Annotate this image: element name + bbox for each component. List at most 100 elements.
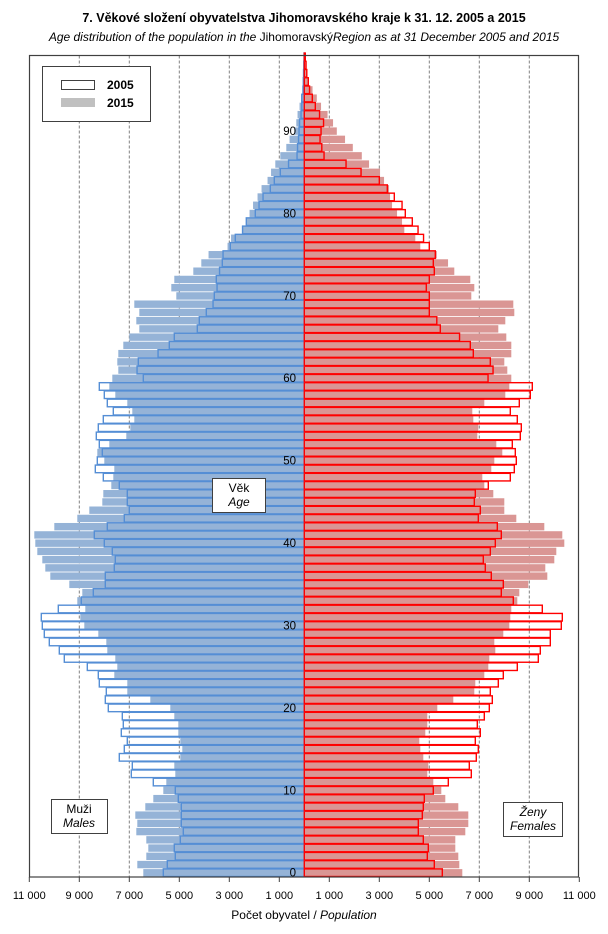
bar-female-2015 (304, 679, 476, 687)
bar-male-2015 (136, 827, 305, 836)
age-tick-label: 90 (283, 126, 296, 138)
bar-female-2015 (304, 621, 510, 630)
females-box (503, 802, 563, 837)
bar-female-2015 (304, 185, 390, 193)
bar-male-2015 (102, 498, 305, 506)
bar-male-2015 (271, 168, 305, 177)
bar-male-2015 (97, 448, 305, 457)
bar-male-2015 (146, 836, 305, 844)
males-label-cz: Muži (66, 802, 91, 816)
bar-female-2015 (304, 761, 429, 770)
bar-female-2015 (304, 391, 506, 399)
age-tick-label: 80 (283, 208, 296, 220)
bar-male-2015 (82, 588, 305, 597)
chart-subtitle: Age distribution of the population in th… (48, 30, 560, 44)
legend: 2005 2015 (42, 66, 151, 122)
bar-female-2015 (304, 143, 353, 152)
bar-male-2015 (180, 737, 305, 745)
bar-female-2015 (304, 794, 446, 803)
age-tick-label: 20 (283, 703, 296, 715)
bar-female-2015 (304, 366, 508, 374)
bar-female-2015 (304, 457, 495, 465)
bar-female-2015 (304, 729, 426, 737)
bar-male-2015 (77, 514, 305, 523)
females-label-box: Ženy Females (503, 802, 563, 837)
bar-male-2015 (54, 522, 305, 531)
bar-female-2015 (304, 440, 497, 448)
bar-male-2015 (117, 358, 305, 366)
bar-male-2015 (112, 374, 305, 383)
bar-male-2015 (115, 654, 305, 663)
bar-female-2015 (304, 234, 416, 242)
bar-female-2015 (304, 827, 466, 836)
subtitle-part3: Region as at 31 December 2005 and 2015 (333, 30, 559, 44)
bar-female-2015 (304, 687, 475, 696)
x-axis-label-cz: Počet obyvatel / (231, 908, 320, 922)
bar-female-2015 (304, 770, 428, 778)
age-tick-label: 0 (290, 868, 296, 880)
bar-male-2015 (107, 646, 305, 654)
bar-male-2015 (114, 465, 305, 473)
bar-female-2015 (304, 292, 472, 300)
age-label-box: Věk Age (212, 478, 266, 513)
bar-female-2015 (304, 860, 460, 869)
bar-male-2015 (42, 555, 305, 564)
bar-male-2015 (109, 440, 305, 448)
bar-male-2015 (296, 119, 305, 127)
bar-male-2015 (123, 341, 305, 350)
bar-male-2015 (85, 605, 305, 613)
bar-female-2015 (304, 547, 557, 556)
bar-male-2015 (201, 259, 305, 267)
age-tick-label: 30 (283, 620, 296, 632)
bar-female-2015 (304, 803, 459, 811)
age-tick-label: 50 (283, 456, 296, 468)
bar-female-2015 (304, 646, 496, 654)
bar-male-2015 (80, 613, 305, 622)
bar-female-2015 (304, 663, 489, 671)
bar-male-2015 (163, 786, 305, 795)
bar-female-2015 (304, 498, 505, 506)
males-label-box: Muži Males (51, 799, 108, 834)
bar-male-2015 (289, 135, 305, 144)
age-tick-label: 60 (283, 373, 296, 385)
bar-female-2015 (304, 811, 469, 819)
bar-female-2015 (304, 94, 317, 102)
bar-male-2015 (227, 242, 305, 251)
bar-female-2015 (304, 102, 322, 111)
bar-male-2015 (253, 201, 305, 209)
x-tick-label: 3 000 (216, 890, 244, 902)
bar-female-2015 (304, 531, 563, 539)
bar-female-2015 (304, 605, 512, 613)
bar-female-2015 (304, 448, 503, 457)
age-tick-label: 40 (283, 538, 296, 550)
bar-female-2015 (304, 275, 471, 284)
bar-male-2015 (45, 564, 305, 572)
bar-male-2015 (132, 407, 305, 416)
bar-male-2015 (134, 415, 305, 424)
bar-male-2015 (109, 382, 305, 391)
bar-male-2015 (103, 490, 305, 498)
bar-female-2015 (304, 349, 512, 358)
bar-male-2015 (171, 283, 305, 292)
bar-male-2015 (69, 580, 305, 589)
bar-female-2015 (304, 473, 483, 481)
bar-female-2015 (304, 630, 504, 638)
bar-female-2015 (304, 424, 479, 432)
bar-female-2015 (304, 399, 485, 407)
bar-male-2015 (127, 687, 305, 696)
bar-male-2015 (139, 308, 305, 317)
bar-female-2015 (304, 490, 494, 498)
bar-male-2015 (113, 473, 305, 481)
bar-female-2015 (304, 745, 421, 753)
bar-male-2015 (148, 844, 305, 852)
bar-female-2015 (304, 588, 520, 597)
bar-female-2015 (304, 580, 529, 589)
bar-female-2015 (304, 283, 475, 292)
bar-female-2015 (304, 193, 391, 201)
bar-male-2015 (176, 292, 305, 300)
bar-male-2015 (286, 143, 305, 152)
bar-female-2015 (304, 555, 555, 564)
legend-swatch-2015 (61, 98, 95, 107)
bar-male-2015 (267, 176, 305, 185)
bar-male-2015 (249, 209, 305, 218)
